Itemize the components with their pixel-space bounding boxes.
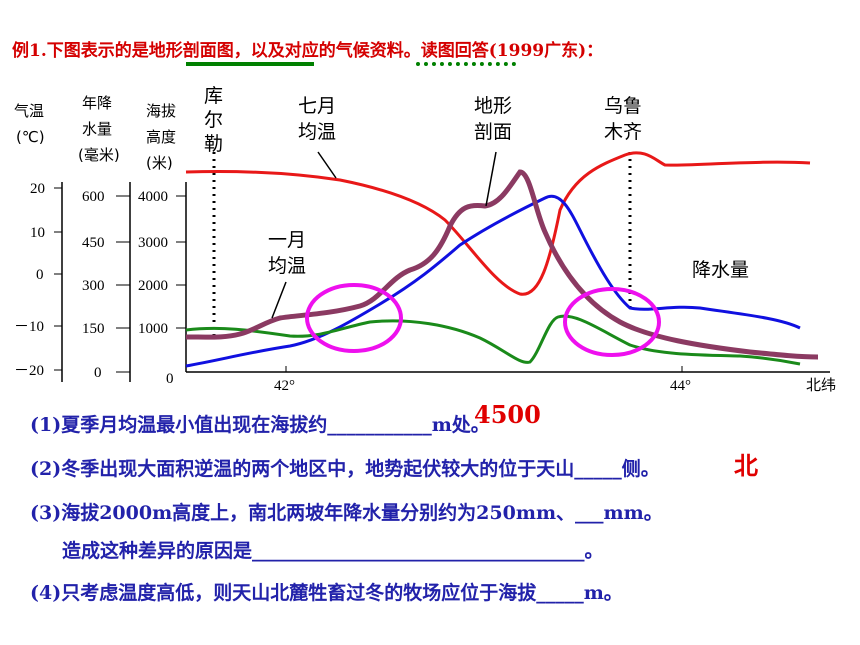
jan-leader	[271, 281, 287, 319]
temp-axis-label-1: 气温	[14, 102, 44, 120]
elev-tick: 3000	[138, 235, 168, 251]
question-3: (3)海拔2000m高度上，南北两坡年降水量分别约为250mm、___mm。	[30, 502, 663, 524]
x-tick: 44°	[670, 378, 691, 394]
precip-tick: 600	[82, 189, 105, 205]
july-temp-label: 七月	[298, 95, 336, 117]
jan-temp-curve	[185, 314, 801, 366]
inversion-highlight-north	[563, 287, 661, 357]
terrain-profile	[185, 169, 819, 360]
question-3-reason: 造成这种差异的原因是______________________________…	[62, 540, 604, 562]
elev-tick: 0	[166, 371, 174, 387]
terrain-label: 地形	[474, 95, 512, 117]
x-axis-unit: 北纬	[806, 376, 836, 394]
urumqi-label: 木齐	[604, 121, 642, 143]
inversion-highlight-south	[305, 283, 403, 353]
elev-tick: 1000	[138, 321, 168, 337]
july-temp-curve	[185, 151, 811, 296]
temp-ticks: 20 10 0 －10 －20	[14, 181, 62, 379]
question-1: (1)夏季月均温最小值出现在海拔约___________m处。	[30, 414, 490, 436]
july-leader	[317, 151, 337, 179]
underline-dotted	[416, 62, 516, 66]
answer-1: 4500	[474, 400, 541, 429]
temp-tick: 10	[30, 225, 45, 241]
precip-tick: 450	[82, 235, 105, 251]
elev-axis-label-3: (米)	[146, 154, 173, 172]
question-2: (2)冬季出现大面积逆温的两个地区中，地势起伏较大的位于天山_____侧。	[30, 458, 660, 480]
precip-ticks: 600 450 300 150 0	[82, 189, 130, 381]
temp-axis-label-2: (℃)	[16, 128, 45, 146]
terrain-label: 剖面	[474, 121, 512, 143]
temp-tick: 20	[30, 181, 45, 197]
underline-solid	[186, 62, 314, 66]
temp-tick: －10	[14, 319, 44, 335]
precipitation-curve	[185, 194, 801, 368]
jan-temp-label: 均温	[268, 255, 306, 277]
july-temp-label: 均温	[298, 121, 336, 143]
urumqi-label: 乌鲁	[604, 95, 642, 117]
x-tick: 42°	[274, 378, 295, 394]
elev-tick: 4000	[138, 189, 168, 205]
profile-diagram: 气温 (℃) 年降 水量 (毫米) 海拔 高度 (米) 20 10 0 －10 …	[14, 85, 836, 394]
temp-tick: －20	[14, 363, 44, 379]
elev-ticks: 4000 3000 2000 1000 0	[138, 189, 186, 387]
question-title: 例1.下图表示的是地形剖面图，以及对应的气候资料。读图回答(1999广东)：	[12, 41, 604, 61]
temp-tick: 0	[36, 267, 44, 283]
precip-axis-label-1: 年降	[82, 94, 112, 112]
precip-tick: 150	[82, 321, 105, 337]
precip-tick: 300	[82, 278, 105, 294]
kuerle-label: 勒	[204, 133, 223, 155]
precip-axis-label-2: 水量	[82, 120, 112, 138]
elev-axis-label-1: 海拔	[146, 102, 176, 120]
question-4: (4)只考虑温度高低，则天山北麓牲畜过冬的牧场应位于海拔_____m。	[30, 582, 623, 604]
answer-2: 北	[734, 451, 758, 480]
precip-tick: 0	[94, 365, 102, 381]
jan-temp-label: 一月	[268, 229, 306, 251]
elev-tick: 2000	[138, 278, 168, 294]
precip-axis-label-3: (毫米)	[78, 146, 120, 164]
kuerle-label: 尔	[204, 109, 223, 131]
kuerle-label: 库	[204, 85, 223, 107]
precip-label: 降水量	[692, 259, 749, 281]
terrain-leader	[485, 151, 497, 207]
elev-axis-label-2: 高度	[146, 128, 176, 146]
